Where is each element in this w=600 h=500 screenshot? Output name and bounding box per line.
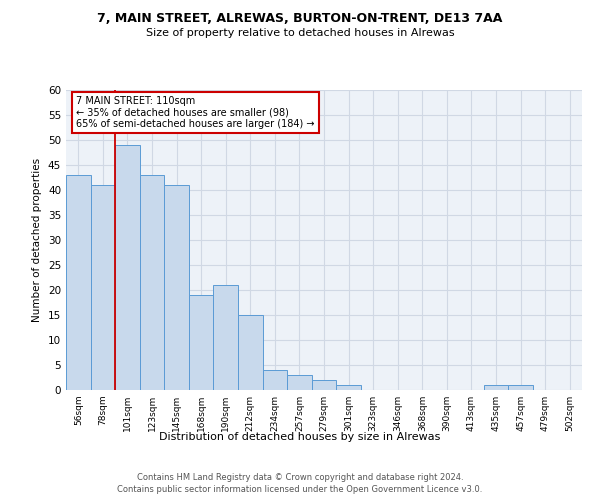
Bar [508,385,533,390]
Y-axis label: Number of detached properties: Number of detached properties [32,158,43,322]
Text: Contains HM Land Registry data © Crown copyright and database right 2024.: Contains HM Land Registry data © Crown c… [137,472,463,482]
Bar [66,175,91,390]
Bar [484,385,508,390]
Bar [115,145,140,390]
Text: Distribution of detached houses by size in Alrewas: Distribution of detached houses by size … [160,432,440,442]
Bar [91,185,115,390]
Text: 7 MAIN STREET: 110sqm
← 35% of detached houses are smaller (98)
65% of semi-deta: 7 MAIN STREET: 110sqm ← 35% of detached … [76,96,315,129]
Bar [238,315,263,390]
Bar [214,285,238,390]
Bar [189,295,214,390]
Bar [287,375,312,390]
Bar [312,380,336,390]
Bar [336,385,361,390]
Text: 7, MAIN STREET, ALREWAS, BURTON-ON-TRENT, DE13 7AA: 7, MAIN STREET, ALREWAS, BURTON-ON-TRENT… [97,12,503,26]
Text: Contains public sector information licensed under the Open Government Licence v3: Contains public sector information licen… [118,485,482,494]
Bar [164,185,189,390]
Text: Size of property relative to detached houses in Alrewas: Size of property relative to detached ho… [146,28,454,38]
Bar [140,175,164,390]
Bar [263,370,287,390]
